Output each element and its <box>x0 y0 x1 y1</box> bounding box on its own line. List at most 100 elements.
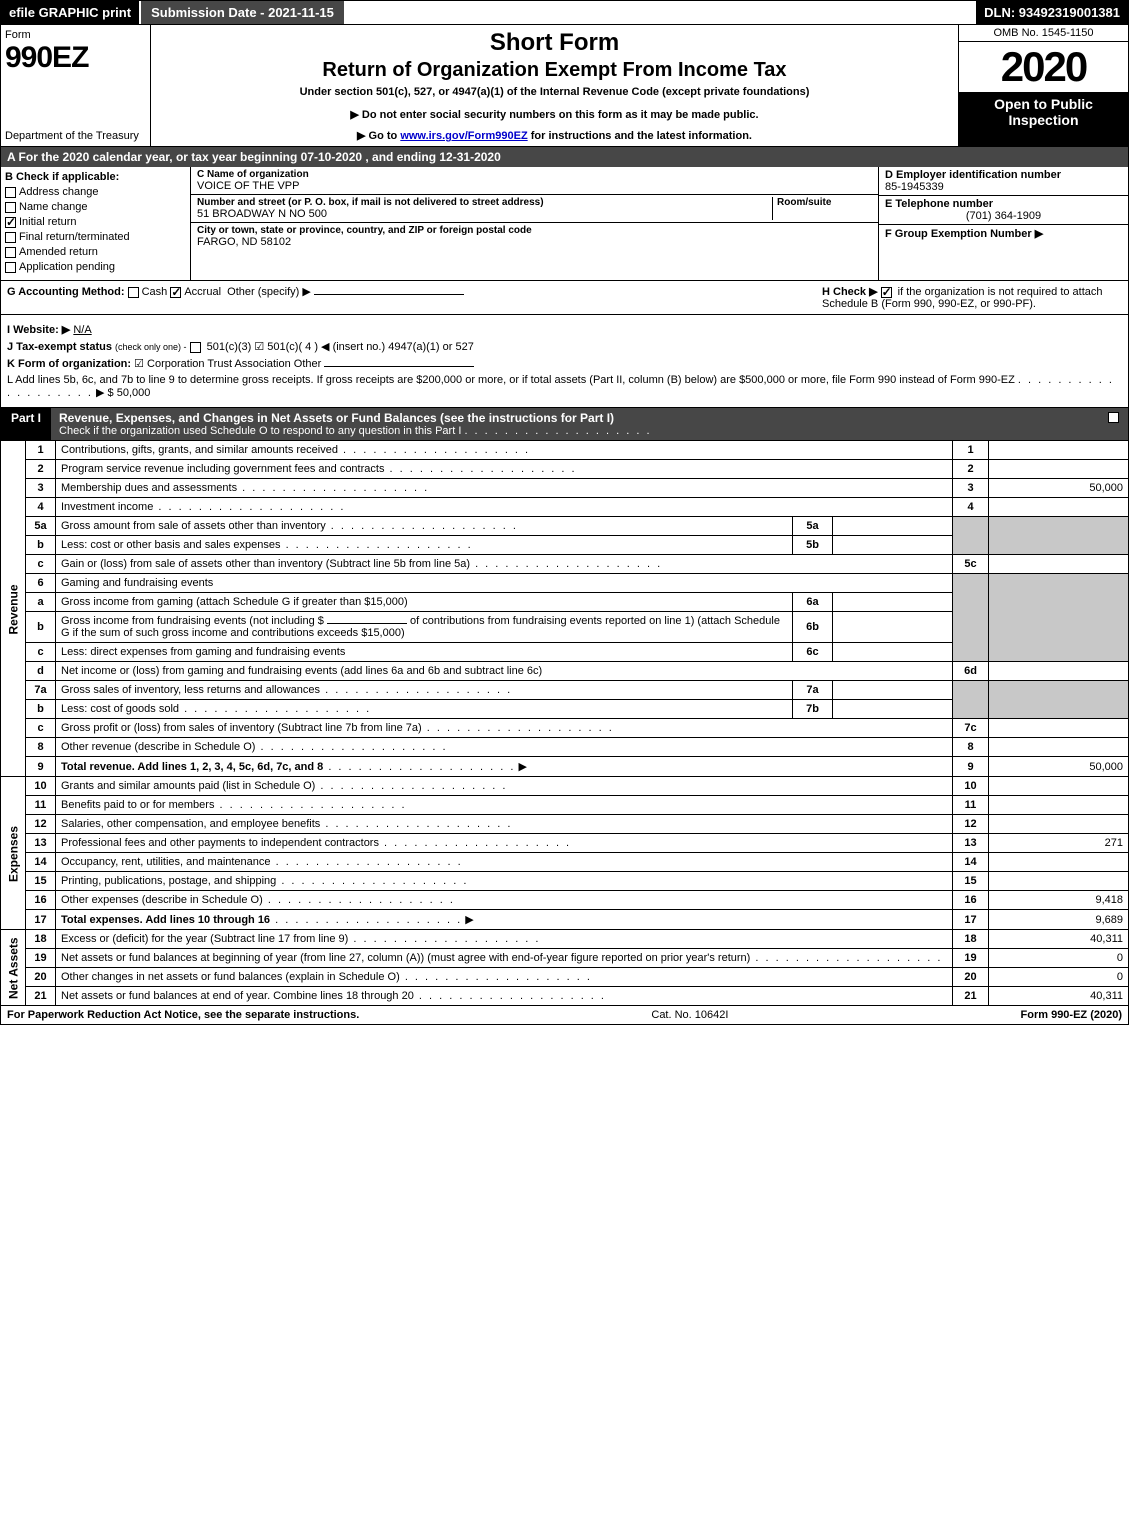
desc-text: Less: direct expenses from gaming and fu… <box>61 646 345 658</box>
line-ref: 4 <box>953 498 989 517</box>
line-7a: 7a Gross sales of inventory, less return… <box>1 681 1129 700</box>
g-accrual: Accrual <box>184 286 221 298</box>
desc-text: Net assets or fund balances at beginning… <box>61 952 750 964</box>
checkbox-icon[interactable] <box>1108 412 1119 423</box>
line-desc: Benefits paid to or for members <box>56 796 953 815</box>
l-amount: ▶ $ 50,000 <box>96 387 150 399</box>
line-num: 19 <box>26 949 56 968</box>
grey-cell <box>989 517 1129 555</box>
desc-text: Total revenue. Add lines 1, 2, 3, 4, 5c,… <box>61 761 323 773</box>
schedule-o-check <box>1102 408 1128 440</box>
sub-num: 7b <box>793 700 833 719</box>
addr-row: Number and street (or P. O. box, if mail… <box>191 195 878 223</box>
line-desc: Occupancy, rent, utilities, and maintena… <box>56 853 953 872</box>
line-num: 17 <box>26 910 56 930</box>
line-17: 17 Total expenses. Add lines 10 through … <box>1 910 1129 930</box>
dots <box>281 539 473 551</box>
checkbox-icon[interactable] <box>5 202 16 213</box>
chk-address-change: Address change <box>5 186 186 198</box>
page-footer: For Paperwork Reduction Act Notice, see … <box>0 1006 1129 1025</box>
line-ref: 15 <box>953 872 989 891</box>
section-def: D Employer identification number 85-1945… <box>878 167 1128 280</box>
line-desc: Less: cost of goods sold <box>56 700 793 719</box>
checkbox-icon[interactable] <box>5 187 16 198</box>
part1-sub: Check if the organization used Schedule … <box>59 425 1094 437</box>
ein-label: D Employer identification number <box>885 169 1122 181</box>
spacer <box>344 1 976 24</box>
j-sub: (check only one) - <box>115 342 187 352</box>
line-amount: 50,000 <box>989 757 1129 777</box>
grey-cell <box>989 681 1129 719</box>
dept-treasury: Department of the Treasury <box>5 130 146 142</box>
checkbox-icon[interactable] <box>5 262 16 273</box>
period-bar: A For the 2020 calendar year, or tax yea… <box>0 147 1129 167</box>
line-1: Revenue 1 Contributions, gifts, grants, … <box>1 441 1129 460</box>
group-label: F Group Exemption Number ▶ <box>885 227 1122 240</box>
sub-num: 5b <box>793 536 833 555</box>
section-gh: G Accounting Method: Cash Accrual Other … <box>0 281 1129 315</box>
website-value: N/A <box>73 324 91 336</box>
desc-text: Occupancy, rent, utilities, and maintena… <box>61 856 271 868</box>
line-num: 15 <box>26 872 56 891</box>
irs-link[interactable]: www.irs.gov/Form990EZ <box>400 130 527 142</box>
line-desc: Excess or (deficit) for the year (Subtra… <box>56 930 953 949</box>
footer-mid: Cat. No. 10642I <box>651 1009 728 1021</box>
dots <box>323 761 515 773</box>
line-num: c <box>26 555 56 574</box>
short-form-title: Short Form <box>159 29 950 57</box>
line-5c: c Gain or (loss) from sale of assets oth… <box>1 555 1129 574</box>
grey-cell <box>953 574 989 662</box>
sub-num: 6c <box>793 643 833 662</box>
checkbox-icon[interactable] <box>881 287 892 298</box>
sub-num: 6a <box>793 593 833 612</box>
checkbox-icon[interactable] <box>5 217 16 228</box>
line-ref: 14 <box>953 853 989 872</box>
line-ref: 17 <box>953 910 989 930</box>
desc-text: Program service revenue including govern… <box>61 463 384 475</box>
section-h: H Check ▶ if the organization is not req… <box>822 285 1122 310</box>
line-num: c <box>26 719 56 738</box>
line-num: 4 <box>26 498 56 517</box>
g-cash: Cash <box>142 286 168 298</box>
efile-print-button[interactable]: efile GRAPHIC print <box>1 1 139 24</box>
line-ref: 16 <box>953 891 989 910</box>
chk-label: Initial return <box>19 216 76 228</box>
line-amount: 50,000 <box>989 479 1129 498</box>
line-num: 5a <box>26 517 56 536</box>
section-g: G Accounting Method: Cash Accrual Other … <box>7 285 802 310</box>
grey-cell <box>953 517 989 555</box>
checkbox-icon[interactable] <box>5 232 16 243</box>
line-9: 9 Total revenue. Add lines 1, 2, 3, 4, 5… <box>1 757 1129 777</box>
goto-suffix: for instructions and the latest informat… <box>531 130 752 142</box>
checkbox-icon[interactable] <box>190 342 201 353</box>
line-ref: 6d <box>953 662 989 681</box>
header-mid: Short Form Return of Organization Exempt… <box>151 25 958 146</box>
city-state-zip: FARGO, ND 58102 <box>197 236 872 248</box>
line-amount <box>989 555 1129 574</box>
line-desc: Net income or (loss) from gaming and fun… <box>56 662 953 681</box>
sub-val <box>833 700 953 719</box>
checkbox-icon[interactable] <box>170 287 181 298</box>
dots <box>414 990 606 1002</box>
top-bar: efile GRAPHIC print Submission Date - 20… <box>0 0 1129 25</box>
section-l: L Add lines 5b, 6c, and 7b to line 9 to … <box>7 374 1122 399</box>
line-18: Net Assets 18 Excess or (deficit) for th… <box>1 930 1129 949</box>
dots <box>464 425 651 437</box>
line-16: 16 Other expenses (describe in Schedule … <box>1 891 1129 910</box>
chk-amended-return: Amended return <box>5 246 186 258</box>
k-opts: ☑ Corporation Trust Association Other <box>134 358 321 370</box>
city-label: City or town, state or province, country… <box>197 225 872 236</box>
desc-text: Other changes in net assets or fund bala… <box>61 971 400 983</box>
street-address: 51 BROADWAY N NO 500 <box>197 208 772 220</box>
line-amount <box>989 796 1129 815</box>
line-num: a <box>26 593 56 612</box>
dots <box>379 837 571 849</box>
checkbox-icon[interactable] <box>128 287 139 298</box>
dots <box>384 463 576 475</box>
section-b: B Check if applicable: Address change Na… <box>1 167 191 280</box>
line-2: 2 Program service revenue including gove… <box>1 460 1129 479</box>
dots <box>276 875 468 887</box>
k-label: K Form of organization: <box>7 358 131 370</box>
line-ref: 2 <box>953 460 989 479</box>
checkbox-icon[interactable] <box>5 247 16 258</box>
